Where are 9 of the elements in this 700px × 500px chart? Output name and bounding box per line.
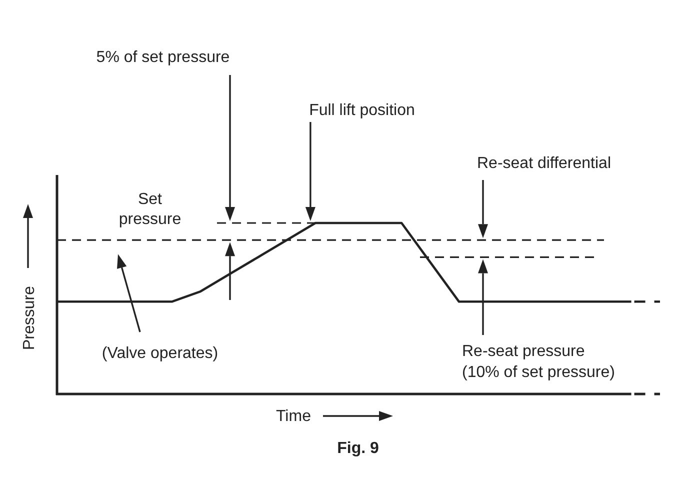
text: Full lift position [309,102,415,119]
text: 5% of set pressure [96,49,230,66]
ref-line-label: Set pressure [118,191,182,228]
text: Re-seat differential [477,155,611,172]
y-axis-title: Pressure [21,286,38,350]
annotation: Re-seat pressure (10% of set pressure) [462,343,615,381]
x-axis-title: Time [276,408,312,425]
annotation: (Valve operates) [102,345,218,362]
caption: Fig. 9 [337,440,379,457]
